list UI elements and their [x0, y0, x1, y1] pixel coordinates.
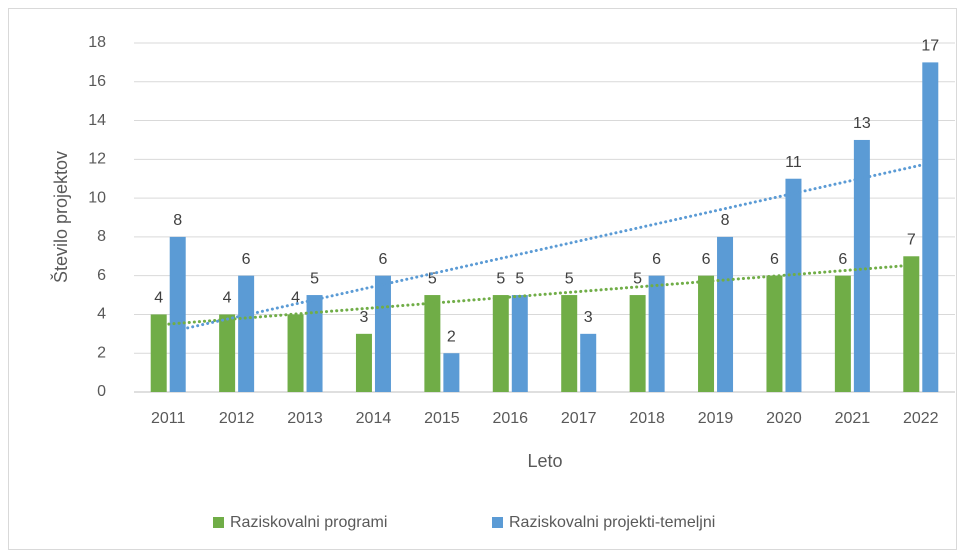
y-tick-label: 12 — [88, 151, 106, 168]
bar — [238, 275, 255, 392]
y-axis-title: Število projektov — [50, 151, 71, 283]
bar — [492, 295, 509, 392]
bar — [785, 178, 802, 392]
y-tick-label: 14 — [88, 112, 106, 129]
x-tick-label: 2012 — [219, 410, 255, 427]
y-tick-label: 16 — [88, 73, 106, 90]
legend-swatch — [492, 517, 503, 528]
y-tick-label: 18 — [88, 34, 106, 51]
bar — [903, 256, 920, 392]
data-label: 5 — [428, 270, 437, 287]
data-label: 8 — [173, 212, 182, 229]
data-label: 6 — [242, 251, 251, 268]
data-label: 6 — [770, 251, 779, 268]
data-label: 5 — [565, 270, 574, 287]
legend-label: Raziskovalni projekti-temeljni — [509, 514, 715, 531]
trendline — [157, 263, 913, 327]
data-label: 5 — [515, 270, 524, 287]
bar — [834, 275, 851, 392]
bar — [150, 314, 167, 392]
bar — [922, 62, 939, 393]
data-label: 11 — [785, 154, 802, 171]
x-tick-label: 2013 — [287, 410, 323, 427]
data-label: 5 — [496, 270, 505, 287]
bar — [355, 333, 372, 392]
x-tick-label: 2019 — [698, 410, 734, 427]
bar — [629, 295, 646, 392]
x-tick-label: 2022 — [903, 410, 939, 427]
legend-swatch — [213, 517, 224, 528]
bar — [374, 275, 391, 392]
x-tick-label: 2020 — [766, 410, 802, 427]
bar — [853, 139, 870, 392]
data-label: 5 — [633, 270, 642, 287]
bar — [424, 295, 441, 392]
x-tick-label: 2018 — [629, 410, 665, 427]
x-axis-title: Leto — [527, 451, 562, 471]
bar — [717, 236, 734, 392]
trendline — [176, 161, 932, 332]
data-label: 13 — [853, 115, 871, 132]
bar — [287, 314, 304, 392]
y-tick-label: 4 — [97, 306, 106, 323]
data-label: 5 — [310, 270, 319, 287]
data-label: 4 — [223, 290, 232, 307]
x-tick-label: 2016 — [492, 410, 528, 427]
x-tick-label: 2015 — [424, 410, 460, 427]
y-tick-label: 8 — [97, 228, 106, 245]
legend-label: Raziskovalni programi — [230, 514, 387, 531]
bar — [169, 236, 186, 392]
data-label: 4 — [291, 290, 300, 307]
y-tick-label: 6 — [97, 267, 106, 284]
data-label: 6 — [379, 251, 388, 268]
data-label: 6 — [652, 251, 661, 268]
bar — [511, 295, 528, 392]
x-tick-label: 2017 — [561, 410, 597, 427]
data-label: 6 — [838, 251, 847, 268]
data-label: 17 — [921, 38, 939, 55]
bar — [561, 295, 578, 392]
bar — [648, 275, 665, 392]
chart-border — [8, 8, 957, 550]
x-tick-label: 2021 — [835, 410, 871, 427]
data-label: 6 — [702, 251, 711, 268]
data-label: 8 — [721, 212, 730, 229]
data-label: 2 — [447, 328, 456, 345]
bar — [766, 275, 783, 392]
data-label: 3 — [360, 309, 369, 326]
y-tick-label: 0 — [97, 383, 106, 400]
x-tick-label: 2011 — [151, 410, 186, 427]
y-tick-label: 10 — [88, 189, 106, 206]
bar — [443, 353, 460, 392]
bar — [580, 333, 597, 392]
bar — [219, 314, 236, 392]
y-tick-label: 2 — [97, 344, 106, 361]
data-label: 4 — [154, 290, 163, 307]
data-label: 7 — [907, 231, 916, 248]
x-tick-label: 2014 — [356, 410, 392, 427]
bar — [698, 275, 715, 392]
bar — [306, 295, 323, 392]
data-label: 3 — [584, 309, 593, 326]
